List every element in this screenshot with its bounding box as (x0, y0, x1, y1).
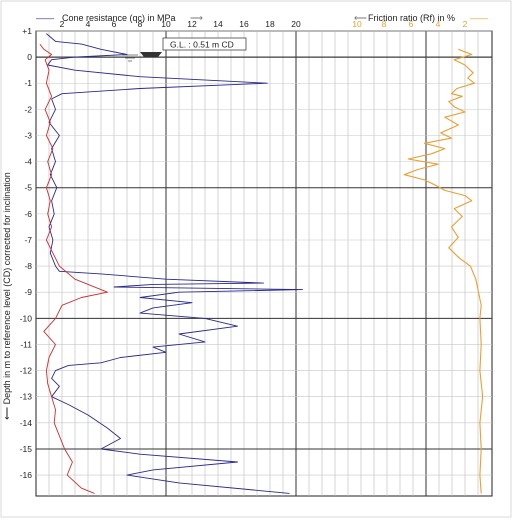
qc-legend-dash: —— (36, 13, 54, 23)
depth-tick-label: -16 (20, 470, 33, 480)
depth-tick-label: -5 (24, 183, 32, 193)
series-line-rf (403, 48, 484, 494)
depth-tick-label: -7 (24, 235, 32, 245)
depth-tick-label: -6 (24, 209, 32, 219)
depth-tick-label: -14 (20, 418, 33, 428)
series-layer (39, 33, 484, 494)
depth-tick-label: -2 (24, 104, 32, 114)
depth-tick-label: -8 (24, 261, 32, 271)
rf-tick-label: 4 (436, 19, 441, 29)
rf-tick-label: 8 (382, 19, 387, 29)
qc-tick-label: 12 (187, 19, 197, 29)
rf-legend-dash: —— (470, 13, 488, 23)
water-level-icon (122, 54, 138, 62)
qc-tick-label: 2 (60, 19, 65, 29)
depth-tick-label: -12 (20, 366, 33, 376)
grid (35, 30, 493, 497)
qc-tick-label: 20 (291, 19, 301, 29)
rf-tick-label: 2 (463, 19, 468, 29)
series-line-qc-red (39, 43, 108, 494)
rf-tick-label: 10 (352, 19, 362, 29)
depth-tick-label: 0 (27, 52, 32, 62)
rf-axis-title: Friction ratio (Rf) in % (368, 13, 455, 23)
qc-axis-arrow: ⟶ (190, 13, 203, 23)
depth-tick-label: -3 (24, 130, 32, 140)
qc-tick-label: 8 (138, 19, 143, 29)
depth-tick-label: -11 (20, 339, 32, 349)
ground-level-box (162, 37, 247, 51)
depth-tick-label: -1 (24, 78, 32, 88)
qc-tick-label: 14 (213, 19, 223, 29)
hatch-soil-icon (140, 52, 162, 57)
qc-tick-label: 10 (161, 19, 171, 29)
qc-axis-title: Cone resistance (qc) in MPa (62, 13, 176, 23)
depth-tick-label: -13 (20, 392, 33, 402)
depth-tick-label: -10 (20, 313, 33, 323)
qc-tick-label: 6 (112, 19, 117, 29)
axis-ticks: +1 0 -1 -2 -3 -4 -5 -6 -7 -8 -9 -10 -11 -12 -13 -14 -15 -… (20, 19, 468, 480)
qc-tick-label: 18 (265, 19, 275, 29)
rf-tick-label: 6 (409, 19, 414, 29)
qc-tick-label: 16 (239, 19, 249, 29)
depth-tick-label: -4 (24, 157, 32, 167)
chart-header: —— Cone resistance (qc) in MPa ⟶ ⟵ Frict… (36, 13, 488, 23)
series-line-qc (46, 33, 303, 494)
ground-level-marker: G.L. : 0.51 m CD (122, 37, 247, 62)
depth-tick-label: +1 (22, 26, 32, 36)
depth-tick-label: -15 (20, 444, 33, 454)
depth-axis-title: ⟵ Depth in m to reference level (CD) cor… (2, 172, 12, 420)
rf-axis-arrow: ⟵ (354, 13, 367, 23)
depth-tick-label: -9 (24, 287, 32, 297)
ground-level-label: G.L. : 0.51 m CD (170, 40, 234, 50)
qc-tick-label: 4 (86, 19, 91, 29)
